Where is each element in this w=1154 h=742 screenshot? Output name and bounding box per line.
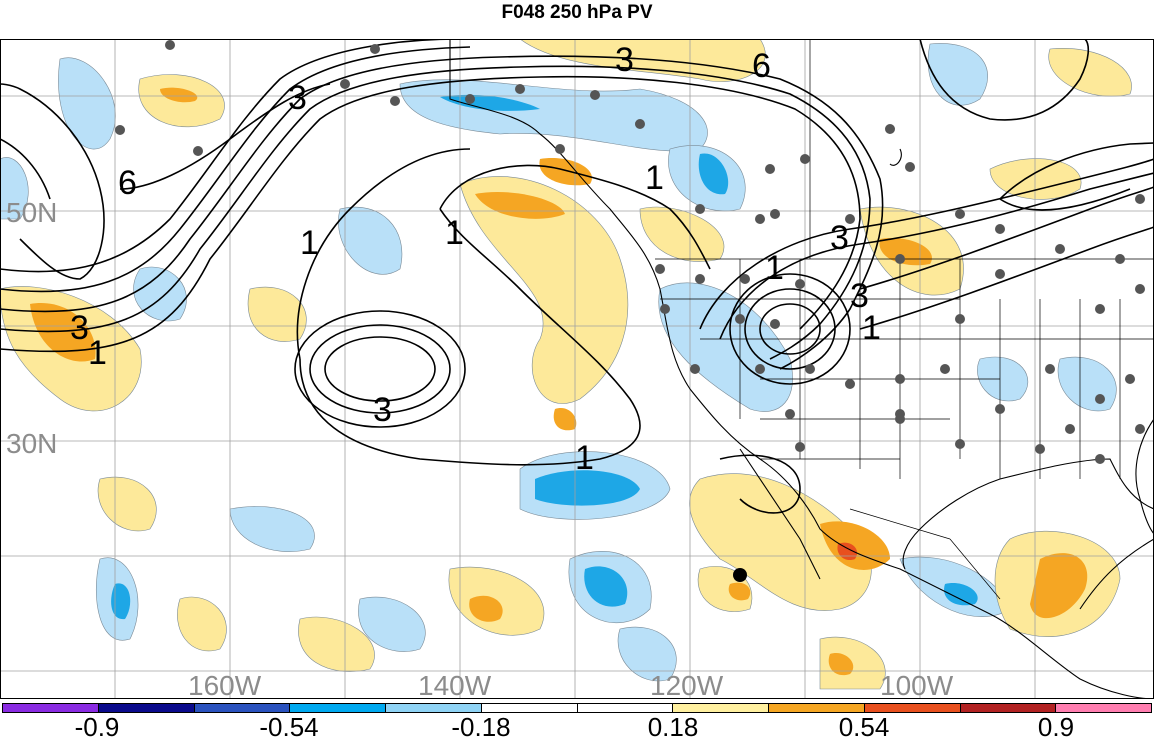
contour-label: 1 bbox=[765, 249, 784, 287]
colorbar-segment bbox=[1055, 704, 1151, 712]
contour-label: 3 bbox=[70, 309, 89, 347]
colorbar-segment bbox=[3, 704, 98, 712]
contour-label: 1 bbox=[88, 334, 107, 372]
axis-labels: 160W 140W 120W 100W 50N 30N bbox=[6, 197, 954, 699]
colorbar-segment bbox=[672, 704, 768, 712]
colorbar-segment bbox=[576, 704, 673, 712]
gridlines bbox=[0, 39, 1154, 699]
positive-anomaly-shading bbox=[0, 39, 1132, 690]
contour-label: 3 bbox=[615, 41, 634, 79]
colorbar-segment bbox=[480, 704, 577, 712]
colorbar-label: 0.9 bbox=[1037, 712, 1075, 742]
pv-contours bbox=[0, 39, 1154, 514]
pv-map: 3 6 3 6 1 1 1 3 1 3 1 1 3 3 1 bbox=[0, 39, 1154, 699]
lat-label-30n: 30N bbox=[6, 428, 57, 459]
contour-label: 1 bbox=[575, 439, 594, 477]
colorbar-segment bbox=[289, 704, 385, 712]
station-dots bbox=[115, 40, 1145, 464]
colorbar-segment bbox=[959, 704, 1056, 712]
colorbar-label: 0.18 bbox=[647, 712, 699, 742]
colorbar-segment bbox=[97, 704, 194, 712]
lon-label-140w: 140W bbox=[418, 670, 492, 699]
strong-positive-anomaly bbox=[30, 87, 1088, 676]
contour-label: 1 bbox=[862, 309, 881, 347]
contour-labels: 3 6 3 6 1 1 1 3 1 3 1 1 3 3 1 bbox=[70, 41, 881, 477]
colorbar-segment bbox=[768, 704, 864, 712]
contour-label: 3 bbox=[850, 277, 869, 315]
contour-label: 1 bbox=[645, 159, 664, 197]
contour-label: 3 bbox=[373, 391, 392, 429]
contour-label: 6 bbox=[752, 47, 771, 85]
contour-label: 1 bbox=[300, 224, 319, 262]
contour-label: 1 bbox=[445, 214, 464, 252]
map-title: F048 250 hPa PV bbox=[501, 2, 653, 23]
lon-label-160w: 160W bbox=[188, 670, 262, 699]
colorbar bbox=[2, 703, 1152, 713]
lon-label-100w: 100W bbox=[880, 670, 954, 699]
strong-negative-anomaly bbox=[111, 94, 978, 620]
colorbar-label: 0.54 bbox=[838, 712, 890, 742]
colorbar-label: -0.54 bbox=[259, 712, 319, 742]
lat-label-50n: 50N bbox=[6, 197, 57, 228]
marker-dot bbox=[733, 568, 747, 582]
lon-label-120w: 120W bbox=[650, 670, 724, 699]
colorbar-segment bbox=[193, 704, 290, 712]
colorbar-label: -0.9 bbox=[74, 712, 120, 742]
contour-label: 3 bbox=[288, 79, 307, 117]
colorbar-label: -0.18 bbox=[451, 712, 511, 742]
contour-label: 3 bbox=[830, 219, 849, 257]
colorbar-segment bbox=[863, 704, 960, 712]
contour-label: 6 bbox=[118, 164, 137, 202]
colorbar-segment bbox=[385, 704, 481, 712]
